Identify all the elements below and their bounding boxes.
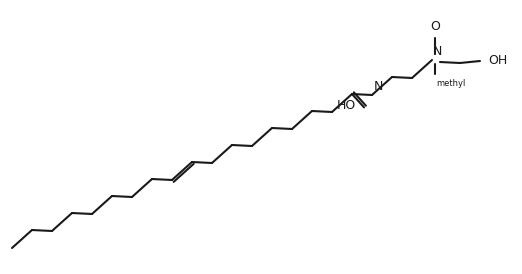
Text: methyl: methyl	[436, 79, 466, 88]
Text: OH: OH	[488, 55, 507, 67]
Text: O: O	[430, 20, 440, 33]
Text: N: N	[433, 45, 442, 58]
Text: N: N	[374, 80, 383, 93]
Text: HO: HO	[337, 99, 356, 112]
